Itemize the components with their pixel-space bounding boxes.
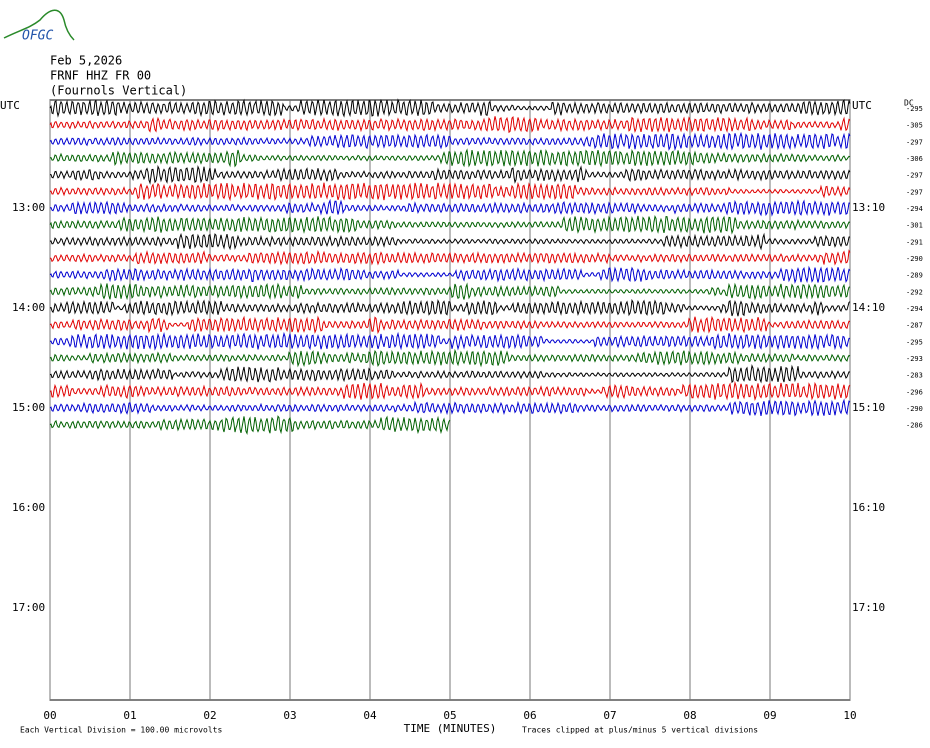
- dc-offset: -301: [906, 222, 923, 230]
- x-tick-label: 03: [283, 709, 296, 722]
- dc-offset: -295: [906, 105, 923, 113]
- hour-label: 16:00: [12, 501, 45, 514]
- location: (Fournols Vertical): [50, 84, 187, 98]
- hour-label: UTC: [0, 99, 20, 112]
- x-tick-label: 00: [43, 709, 56, 722]
- dc-offset: -297: [906, 138, 923, 146]
- dc-offset: -305: [906, 122, 923, 130]
- dc-offset: -290: [906, 255, 923, 263]
- hour-label: 15:00: [12, 401, 45, 414]
- trace: [49, 298, 851, 317]
- trace: [49, 398, 851, 417]
- dc-offset: -294: [906, 205, 923, 213]
- trace: [49, 232, 851, 251]
- x-tick-label: 06: [523, 709, 536, 722]
- hour-label: 16:10: [852, 501, 885, 514]
- dc-offset: -290: [906, 405, 923, 413]
- trace: [49, 164, 851, 185]
- dc-offset: -283: [906, 372, 923, 380]
- trace: [49, 198, 851, 217]
- dc-offset: -286: [906, 422, 923, 430]
- dc-offset: -287: [906, 322, 923, 330]
- dc-offset: -297: [906, 188, 923, 196]
- hour-label: 14:00: [12, 301, 45, 314]
- dc-offset: -296: [906, 388, 923, 396]
- dc-offset: -293: [906, 355, 923, 363]
- x-tick-label: 01: [123, 709, 136, 722]
- trace: [49, 214, 851, 235]
- logo-text: OFGC: [22, 29, 53, 44]
- dc-offset: -295: [906, 338, 923, 346]
- dc-offset: -297: [906, 172, 923, 180]
- dc-offset: -291: [906, 238, 923, 246]
- hour-label: 13:10: [852, 201, 885, 214]
- x-tick-label: 10: [843, 709, 856, 722]
- trace: [49, 265, 851, 284]
- scale-note: Each Vertical Division = 100.00 microvol…: [20, 726, 222, 735]
- dc-offset: -289: [906, 272, 923, 280]
- trace: [49, 415, 451, 435]
- trace: [49, 282, 851, 301]
- trace: [49, 148, 851, 168]
- dc-offset: -306: [906, 155, 923, 163]
- dc-offset: -292: [906, 288, 923, 296]
- date: Feb 5,2026: [50, 54, 122, 68]
- trace: [49, 131, 851, 152]
- hour-label: 15:10: [852, 401, 885, 414]
- trace: [49, 380, 851, 402]
- trace: [49, 331, 850, 351]
- x-tick-label: 04: [363, 709, 377, 722]
- trace: [49, 249, 851, 266]
- hour-label: 17:00: [12, 601, 45, 614]
- x-tick-label: 07: [603, 709, 616, 722]
- trace: [49, 348, 851, 368]
- x-axis-title: TIME (MINUTES): [404, 722, 497, 735]
- trace: [49, 364, 851, 384]
- dc-header: DC: [904, 99, 914, 108]
- x-tick-label: 08: [683, 709, 696, 722]
- hour-label: 14:10: [852, 301, 885, 314]
- trace: [49, 116, 851, 134]
- hour-label: 13:00: [12, 201, 45, 214]
- x-tick-label: 02: [203, 709, 216, 722]
- hour-label: 17:10: [852, 601, 885, 614]
- logo-mark: [3, 9, 75, 41]
- dc-offset: -294: [906, 305, 923, 313]
- hour-label: UTC: [852, 99, 872, 112]
- trace: [49, 98, 851, 118]
- clip-note: Traces clipped at plus/minus 5 vertical …: [522, 726, 758, 735]
- trace: [49, 181, 851, 202]
- x-tick-label: 09: [763, 709, 776, 722]
- trace: [49, 315, 851, 335]
- station: FRNF HHZ FR 00: [50, 69, 151, 83]
- x-tick-label: 05: [443, 709, 456, 722]
